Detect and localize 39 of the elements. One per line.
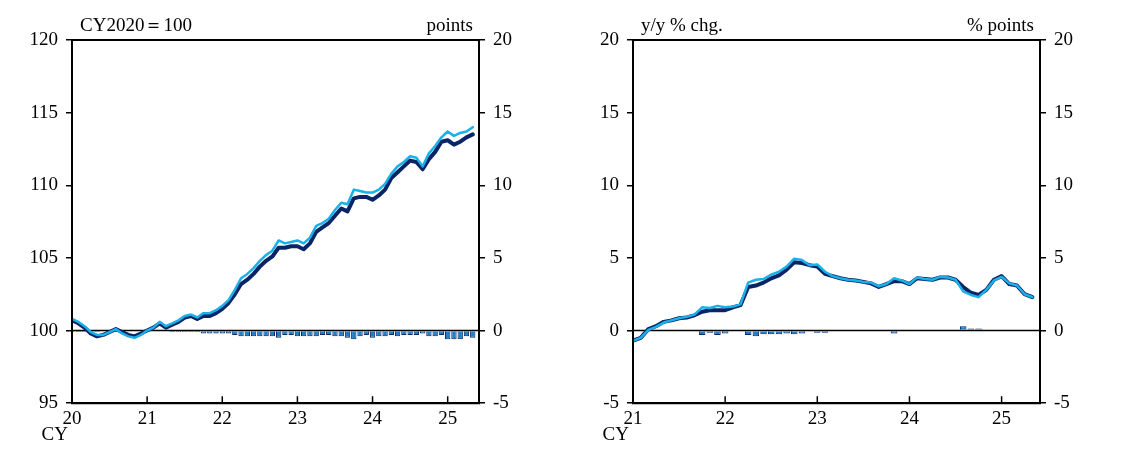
x-tick-label: 21 — [137, 406, 157, 428]
y-tick-label: 5 — [609, 245, 619, 267]
y-tick-label: -5 — [603, 391, 619, 413]
y-axis-title: y/y % chg. — [641, 14, 723, 36]
x-tick-label: 23 — [287, 406, 307, 428]
y2-axis-title: points — [426, 14, 473, 36]
y2-axis-title: % points — [966, 14, 1034, 36]
y2-tick-label: 10 — [1054, 173, 1073, 195]
x-tick-label: 23 — [807, 406, 827, 428]
y2-tick-label: -5 — [1054, 391, 1070, 413]
x-tick-label: 24 — [899, 406, 920, 428]
y-tick-label: 15 — [600, 100, 619, 122]
y-tick-label: 105 — [29, 245, 58, 267]
y2-tick-label: 15 — [493, 100, 512, 122]
x-tick-label: 25 — [438, 406, 458, 428]
x-tick-label: 22 — [212, 406, 232, 428]
y2-tick-label: 20 — [1054, 27, 1073, 49]
y2-tick-label: 20 — [493, 27, 512, 49]
y-axis-title: CY2020＝100 — [80, 14, 192, 36]
y-tick-label: 20 — [600, 27, 619, 49]
y-tick-label: 10 — [600, 173, 619, 195]
x-tick-label: 24 — [363, 406, 383, 428]
y2-tick-label: 5 — [1054, 245, 1064, 267]
y-tick-label: 0 — [609, 318, 619, 340]
y-tick-label: 95 — [39, 391, 58, 413]
x-tick-label: 22 — [715, 406, 735, 428]
y-tick-label: 100 — [29, 318, 58, 340]
y2-tick-label: 5 — [493, 245, 503, 267]
y2-tick-label: -5 — [493, 391, 509, 413]
y-tick-label: 110 — [30, 173, 58, 195]
x-tick-label: 20 — [62, 406, 82, 428]
y-tick-label: 120 — [29, 27, 58, 49]
y2-tick-label: 15 — [1054, 100, 1073, 122]
y2-tick-label: 10 — [493, 173, 512, 195]
x-tick-label: 25 — [992, 406, 1012, 428]
y2-tick-label: 0 — [493, 318, 503, 340]
x-tick-label: 21 — [623, 406, 643, 428]
y-tick-label: 115 — [30, 100, 58, 122]
y2-tick-label: 0 — [1054, 318, 1064, 340]
